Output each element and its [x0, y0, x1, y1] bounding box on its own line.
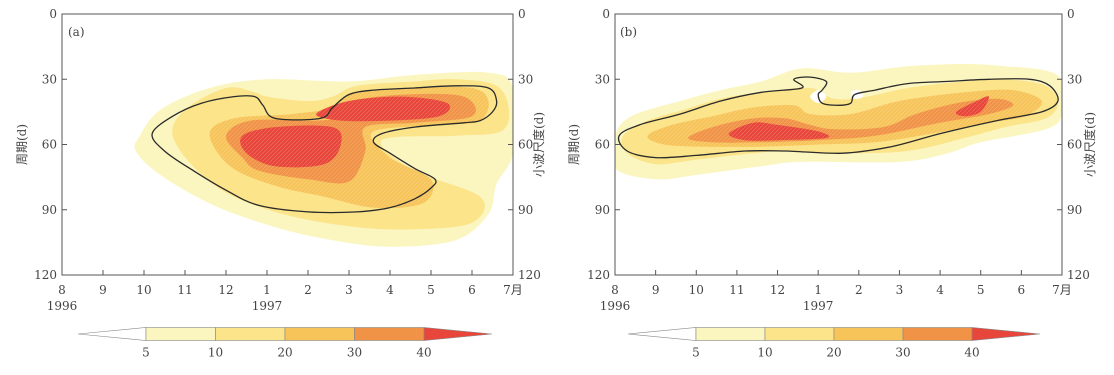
x-tick-label: 5: [977, 283, 985, 297]
y-tick-label-right: 90: [518, 203, 533, 217]
legend-swatch-2: [215, 327, 286, 341]
power-region-hatch-4: [728, 122, 830, 141]
x-tick-label: 11: [729, 283, 744, 297]
power-region-hatch-5: [316, 96, 451, 122]
x-year-label: 1997: [803, 299, 834, 313]
x-tick-label: 8: [611, 283, 619, 297]
legend-arrow-low: [77, 327, 147, 341]
y-tick-label-left: 60: [42, 138, 57, 152]
legend-label: 20: [277, 346, 292, 360]
x-tick-label: 10: [136, 283, 151, 297]
y-tick-label-right: 90: [1067, 203, 1082, 217]
y-tick-label-right: 120: [518, 268, 541, 282]
y-tick-label-left: 90: [595, 203, 610, 217]
y-tick-label-left: 0: [602, 7, 610, 21]
significance-contour: [151, 85, 498, 214]
legend-swatch-2: [764, 327, 835, 341]
y-tick-label-right: 0: [518, 7, 526, 21]
x-tick-label: 3: [896, 283, 904, 297]
legend-label: 30: [895, 346, 910, 360]
x-tick-label: 6: [468, 283, 476, 297]
x-tick-label: 6: [1018, 283, 1026, 297]
y-tick-label-right: 30: [1067, 72, 1082, 86]
legend-label: 40: [416, 346, 431, 360]
y-tick-label-right: 60: [1067, 138, 1082, 152]
y-tick-label-right: 60: [518, 138, 533, 152]
legend-b: 5 10 20 30 40: [627, 327, 1041, 360]
significance-contour: [617, 76, 1059, 159]
legend-arrow-high: [423, 327, 493, 341]
x-tick-label: 10: [689, 283, 704, 297]
legend-label: 5: [142, 346, 150, 360]
y-tick-label-left: 90: [42, 203, 57, 217]
x-tick-label: 8: [58, 283, 66, 297]
panel-label: (b): [620, 25, 637, 39]
y-axis-label-right: 小波尺度(d): [531, 112, 546, 177]
x-tick-label: 7月: [503, 283, 523, 297]
x-tick-label: 12: [218, 283, 233, 297]
x-tick-label: 4: [936, 283, 944, 297]
x-year-label: 1997: [252, 299, 283, 313]
legend-label: 40: [964, 346, 979, 360]
legend-swatch-4: [902, 327, 973, 341]
legend-a: 5 10 20 30 40: [77, 327, 493, 360]
legend-swatch-3: [833, 327, 904, 341]
x-tick-label: 2: [304, 283, 312, 297]
y-tick-label-left: 120: [34, 268, 57, 282]
panel-label: (a): [68, 25, 85, 39]
power-region-hatch-4: [240, 125, 342, 168]
y-tick-label-left: 30: [42, 72, 57, 86]
x-tick-label: 2: [855, 283, 863, 297]
x-year-label: 1996: [600, 299, 631, 313]
y-tick-label-right: 30: [518, 72, 533, 86]
y-tick-label-left: 120: [587, 268, 610, 282]
x-tick-label: 4: [386, 283, 394, 297]
legend-label: 30: [347, 346, 362, 360]
x-tick-label: 9: [652, 283, 660, 297]
legend-swatch-3: [284, 327, 355, 341]
x-tick-label: 5: [427, 283, 435, 297]
y-axis-label-right: 小波尺度(d): [1082, 112, 1097, 177]
legend-label: 20: [826, 346, 841, 360]
y-tick-label-left: 60: [595, 138, 610, 152]
legend-label: 10: [208, 346, 223, 360]
x-tick-label: 11: [177, 283, 192, 297]
legend-label: 10: [757, 346, 772, 360]
x-tick-label: 7月: [1052, 283, 1072, 297]
legend-swatch-1: [145, 327, 216, 341]
legend-swatch-4: [354, 327, 425, 341]
power-hole-1: [850, 89, 864, 99]
legend-arrow-low: [627, 327, 697, 341]
y-tick-label-right: 0: [1067, 7, 1075, 21]
legend-label: 5: [692, 346, 700, 360]
x-year-label: 1996: [47, 299, 78, 313]
y-tick-label-left: 0: [49, 7, 57, 21]
y-tick-label-right: 120: [1067, 268, 1090, 282]
y-axis-label-left: 周期(d): [15, 124, 29, 165]
y-axis-label-left: 周期(d): [567, 124, 581, 165]
legend-swatch-1: [695, 327, 766, 341]
x-tick-label: 9: [99, 283, 107, 297]
x-tick-label: 1: [814, 283, 822, 297]
x-tick-label: 3: [345, 283, 353, 297]
x-tick-label: 1: [263, 283, 271, 297]
x-tick-label: 12: [770, 283, 785, 297]
legend-arrow-high: [971, 327, 1041, 341]
y-tick-label-left: 30: [595, 72, 610, 86]
power-region-hatch-5: [955, 96, 989, 117]
